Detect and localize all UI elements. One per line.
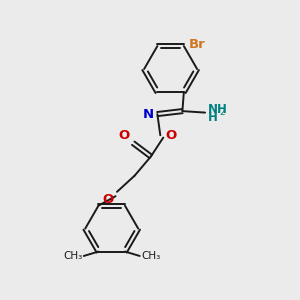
Text: NH: NH bbox=[208, 103, 228, 116]
Text: H: H bbox=[208, 110, 218, 124]
Text: CH₃: CH₃ bbox=[141, 251, 160, 261]
Text: O: O bbox=[102, 193, 113, 206]
Text: Br: Br bbox=[189, 38, 206, 51]
Text: 2: 2 bbox=[219, 108, 225, 117]
Text: N: N bbox=[143, 108, 154, 121]
Text: O: O bbox=[166, 129, 177, 142]
Text: O: O bbox=[118, 129, 130, 142]
Text: CH₃: CH₃ bbox=[63, 251, 82, 261]
